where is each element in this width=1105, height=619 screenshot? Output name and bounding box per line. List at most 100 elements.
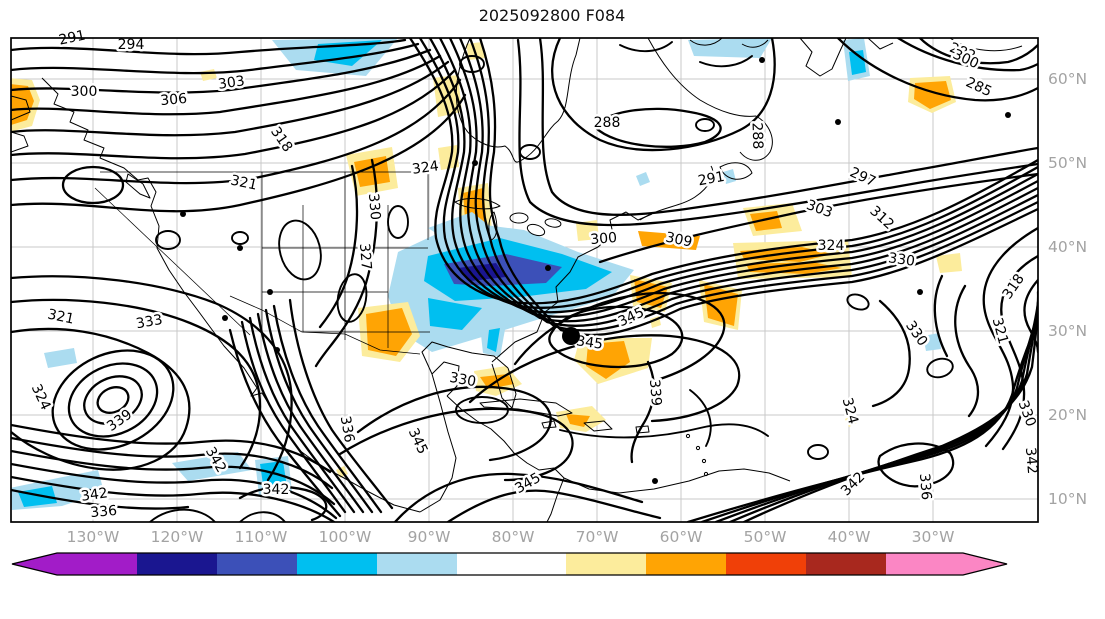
closed-contour bbox=[336, 273, 368, 323]
x-axis-tick-label: 120°W bbox=[151, 528, 204, 546]
contour-line bbox=[393, 472, 644, 522]
colorbar-right-arrow bbox=[963, 553, 1007, 575]
shading-patch bbox=[44, 348, 77, 368]
closed-contour bbox=[231, 231, 249, 245]
cyclone-marker-layer bbox=[562, 327, 580, 345]
shading-patch bbox=[586, 341, 630, 379]
contour-line bbox=[551, 38, 776, 152]
closed-contour bbox=[846, 293, 870, 311]
island-coast bbox=[635, 425, 650, 434]
shading-patch bbox=[438, 145, 459, 170]
contour-line bbox=[288, 298, 394, 510]
contour-line bbox=[619, 41, 753, 68]
closed-contour bbox=[278, 219, 322, 281]
island-coast bbox=[689, 38, 769, 48]
island bbox=[685, 433, 691, 439]
contour-line bbox=[686, 320, 1038, 522]
contour-label: 336 bbox=[916, 473, 934, 501]
contour-line bbox=[458, 38, 1038, 328]
contour-label: 300 bbox=[71, 84, 98, 100]
contour-line bbox=[11, 54, 442, 116]
contour-line bbox=[1000, 254, 1038, 451]
map-line bbox=[94, 187, 251, 336]
colorbar-segment bbox=[886, 553, 963, 575]
border-line bbox=[229, 295, 421, 355]
alaska-coast bbox=[11, 95, 31, 153]
colorbar-segment bbox=[137, 553, 217, 575]
contour-line bbox=[438, 38, 1038, 318]
x-axis-tick-label: 80°W bbox=[492, 528, 535, 546]
closed-contour bbox=[455, 396, 509, 424]
contour-line bbox=[728, 290, 1038, 522]
x-axis-tick-label: 100°W bbox=[319, 528, 372, 546]
contour-line bbox=[689, 389, 712, 447]
contour-label: 342 bbox=[1022, 447, 1040, 475]
contour-line bbox=[338, 407, 574, 482]
closed-contour bbox=[548, 305, 684, 369]
contour-line bbox=[248, 316, 356, 514]
contour-line bbox=[11, 475, 336, 522]
contour-line bbox=[559, 423, 769, 439]
contour-line bbox=[11, 462, 338, 520]
closed-contour bbox=[96, 386, 130, 414]
contour-label: 288 bbox=[594, 115, 621, 131]
shading-patch bbox=[746, 262, 842, 274]
closed-contour bbox=[594, 107, 722, 148]
contour-line bbox=[468, 38, 1038, 332]
contour-line bbox=[11, 48, 432, 94]
contour-label: 288 bbox=[749, 122, 766, 149]
contour-line bbox=[11, 436, 334, 490]
x-axis-tick-label: 130°W bbox=[67, 528, 120, 546]
contour-label: 327 bbox=[356, 243, 374, 271]
cuba-coast bbox=[479, 398, 573, 417]
colorbar-segment bbox=[377, 553, 457, 575]
closed-contour bbox=[695, 118, 715, 132]
contour-line bbox=[11, 78, 462, 185]
state-line bbox=[261, 172, 430, 348]
shading-patch bbox=[18, 486, 57, 507]
contour-line bbox=[11, 68, 457, 160]
contour-line bbox=[11, 327, 191, 471]
colorbar bbox=[11, 552, 1008, 576]
contour-label: 324 bbox=[818, 238, 845, 254]
x-axis-tick-label: 50°W bbox=[744, 528, 787, 546]
contour-line bbox=[356, 385, 552, 462]
contour-line bbox=[871, 299, 911, 408]
central-america-coast bbox=[446, 395, 565, 479]
colorbar-segment bbox=[566, 553, 646, 575]
plot-border bbox=[10, 37, 1039, 523]
hispaniola-coast bbox=[583, 420, 613, 432]
island bbox=[695, 445, 701, 451]
contour-line bbox=[11, 60, 450, 137]
contour-lines bbox=[11, 38, 1038, 522]
colorbar-segment bbox=[217, 553, 297, 575]
contour-line bbox=[314, 158, 379, 368]
shading-patch bbox=[428, 298, 482, 330]
contour-line bbox=[918, 38, 1038, 65]
x-axis-tick-label: 110°W bbox=[235, 528, 288, 546]
contour-line bbox=[598, 172, 1038, 264]
contour-line bbox=[11, 423, 332, 474]
closed-contour bbox=[155, 230, 181, 250]
contour-line bbox=[11, 275, 293, 482]
contour-line bbox=[896, 38, 1038, 72]
x-axis-tick-label: 30°W bbox=[912, 528, 955, 546]
shading-patch bbox=[636, 172, 650, 186]
contour-line bbox=[11, 93, 467, 213]
y-axis-tick-label: 10°N bbox=[1048, 490, 1087, 508]
colorbar-left-arrow bbox=[12, 553, 57, 575]
contour-line bbox=[836, 38, 1038, 102]
shading-patch bbox=[688, 38, 772, 58]
contour-label: 306 bbox=[160, 91, 188, 109]
lake bbox=[509, 212, 529, 224]
newfoundland-coast bbox=[719, 162, 753, 180]
chart-title: 2025092800 F084 bbox=[479, 6, 626, 25]
x-axis-tick-label: 60°W bbox=[660, 528, 703, 546]
contour-line bbox=[448, 38, 1038, 323]
shading-patch bbox=[11, 84, 34, 125]
labrador-coast bbox=[647, 38, 773, 161]
closed-contour bbox=[459, 55, 485, 73]
colorbar-segment bbox=[457, 553, 566, 575]
shading-patch bbox=[914, 81, 951, 109]
